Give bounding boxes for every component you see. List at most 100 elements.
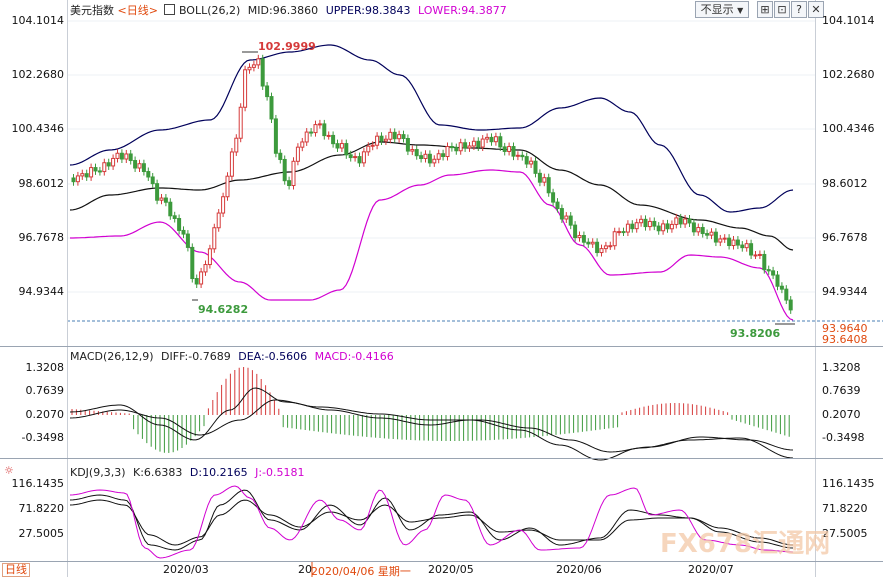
candle-body <box>278 152 283 160</box>
candle-body <box>493 136 498 143</box>
candle-body <box>168 201 173 217</box>
axis-label: -0.3498 <box>822 431 865 444</box>
axis-label: 104.1014 <box>11 14 65 27</box>
candle-body <box>366 145 371 153</box>
panel-divider-macd[interactable] <box>0 346 883 347</box>
candle-body <box>779 285 784 290</box>
candle-body <box>203 264 208 273</box>
macd-dea-line <box>69 399 794 453</box>
axis-label: 100.4346 <box>11 122 65 135</box>
candle-body <box>353 156 358 159</box>
axis-label: 100.4346 <box>822 122 875 135</box>
kdj-label[interactable]: KDJ(9,3,3) <box>70 466 126 479</box>
candle-body <box>190 246 195 280</box>
boll-label[interactable]: BOLL(26,2) <box>178 4 241 17</box>
candle-body <box>656 225 661 232</box>
candle-body <box>727 237 732 247</box>
candle-body <box>71 177 76 183</box>
high-price-label: 102.9999 <box>258 40 316 53</box>
candle-body <box>599 248 604 254</box>
help-icon[interactable]: ? <box>791 1 807 18</box>
candle-body <box>485 136 490 140</box>
candle-body <box>133 160 138 169</box>
kdj-settings-icon[interactable]: ☼ <box>4 464 14 477</box>
candle-body <box>551 192 556 203</box>
candle-body <box>476 140 481 148</box>
candle-body <box>454 147 459 152</box>
candle-body <box>524 156 529 165</box>
candle-body <box>313 124 318 134</box>
candle-body <box>586 241 591 245</box>
panel-divider-kdj[interactable] <box>0 458 883 459</box>
candle-body <box>713 231 718 243</box>
axis-label: 0.7639 <box>25 384 65 397</box>
indicator-icon <box>164 4 176 15</box>
timeline-tick: 2020/05 <box>428 563 474 576</box>
close-icon[interactable]: ✕ <box>808 1 824 18</box>
candle-body <box>326 134 331 137</box>
candle-body <box>661 223 666 232</box>
candle-body <box>542 177 547 183</box>
kdj-k-line <box>69 489 794 551</box>
timeline-tick: 2020/03 <box>163 563 209 576</box>
axis-label: 0.2070 <box>25 408 65 421</box>
candle-body <box>731 239 736 247</box>
candle-body <box>621 231 626 234</box>
candle-body <box>489 136 494 143</box>
candle-body <box>683 218 688 225</box>
boll-upper-line <box>69 44 794 213</box>
axis-label: 96.7678 <box>18 231 65 244</box>
timeline-tick: 2020/06 <box>556 563 602 576</box>
axis-label: 98.6012 <box>822 177 868 190</box>
macd-diff: DIFF:-0.7689 <box>161 350 231 363</box>
candle-body <box>295 146 300 162</box>
candle-body <box>630 223 635 230</box>
candle-body <box>238 106 243 139</box>
candle-body <box>344 143 349 156</box>
axis-label: 96.7678 <box>822 231 868 244</box>
candle-body <box>735 239 740 246</box>
axis-label: 102.2680 <box>11 68 65 81</box>
candle-body <box>740 244 745 249</box>
recent-low-label: 93.8206 <box>730 327 781 340</box>
axis-label: 27.5005 <box>822 527 868 540</box>
candle-body <box>520 154 525 158</box>
watermark-logo: FX678汇通网 <box>660 529 831 559</box>
candle-body <box>216 212 221 229</box>
period-selector[interactable]: <日线> <box>117 4 158 17</box>
candle-body <box>150 176 155 185</box>
candle-body <box>674 217 679 225</box>
candle-body <box>291 160 296 187</box>
candle-body <box>625 223 630 233</box>
macd-label[interactable]: MACD(26,12,9) <box>70 350 154 363</box>
candle-body <box>449 145 454 149</box>
candle-body <box>392 131 397 140</box>
candle-body <box>559 208 564 220</box>
candle-body <box>339 143 344 149</box>
candle-body <box>603 245 608 250</box>
display-select-value: 不显示 <box>700 3 734 16</box>
candle-body <box>102 162 107 173</box>
candle-body <box>357 156 362 164</box>
candle-body <box>691 222 696 233</box>
candle-body <box>784 288 789 301</box>
kdj-d-line <box>69 499 794 546</box>
axis-label: 0.7639 <box>822 384 861 397</box>
settings-icon[interactable]: ⊞ <box>757 1 773 18</box>
cursor-date: 2020/04/06 星期一 <box>311 565 411 578</box>
candle-body <box>718 238 723 243</box>
candle-body <box>749 243 754 256</box>
candle-body <box>634 222 639 230</box>
candle-body <box>115 152 120 159</box>
left-axis-divider <box>67 0 68 577</box>
axis-label: 102.2680 <box>822 68 875 81</box>
candle-body <box>753 254 758 257</box>
display-select[interactable]: 不显示 ▼ <box>695 1 749 18</box>
candle-body <box>709 231 714 236</box>
candle-body <box>361 151 366 164</box>
popout-icon[interactable]: ⊡ <box>774 1 790 18</box>
period-tab[interactable]: 日线 <box>2 563 30 577</box>
candle-body <box>146 171 151 178</box>
candle-body <box>643 218 648 228</box>
